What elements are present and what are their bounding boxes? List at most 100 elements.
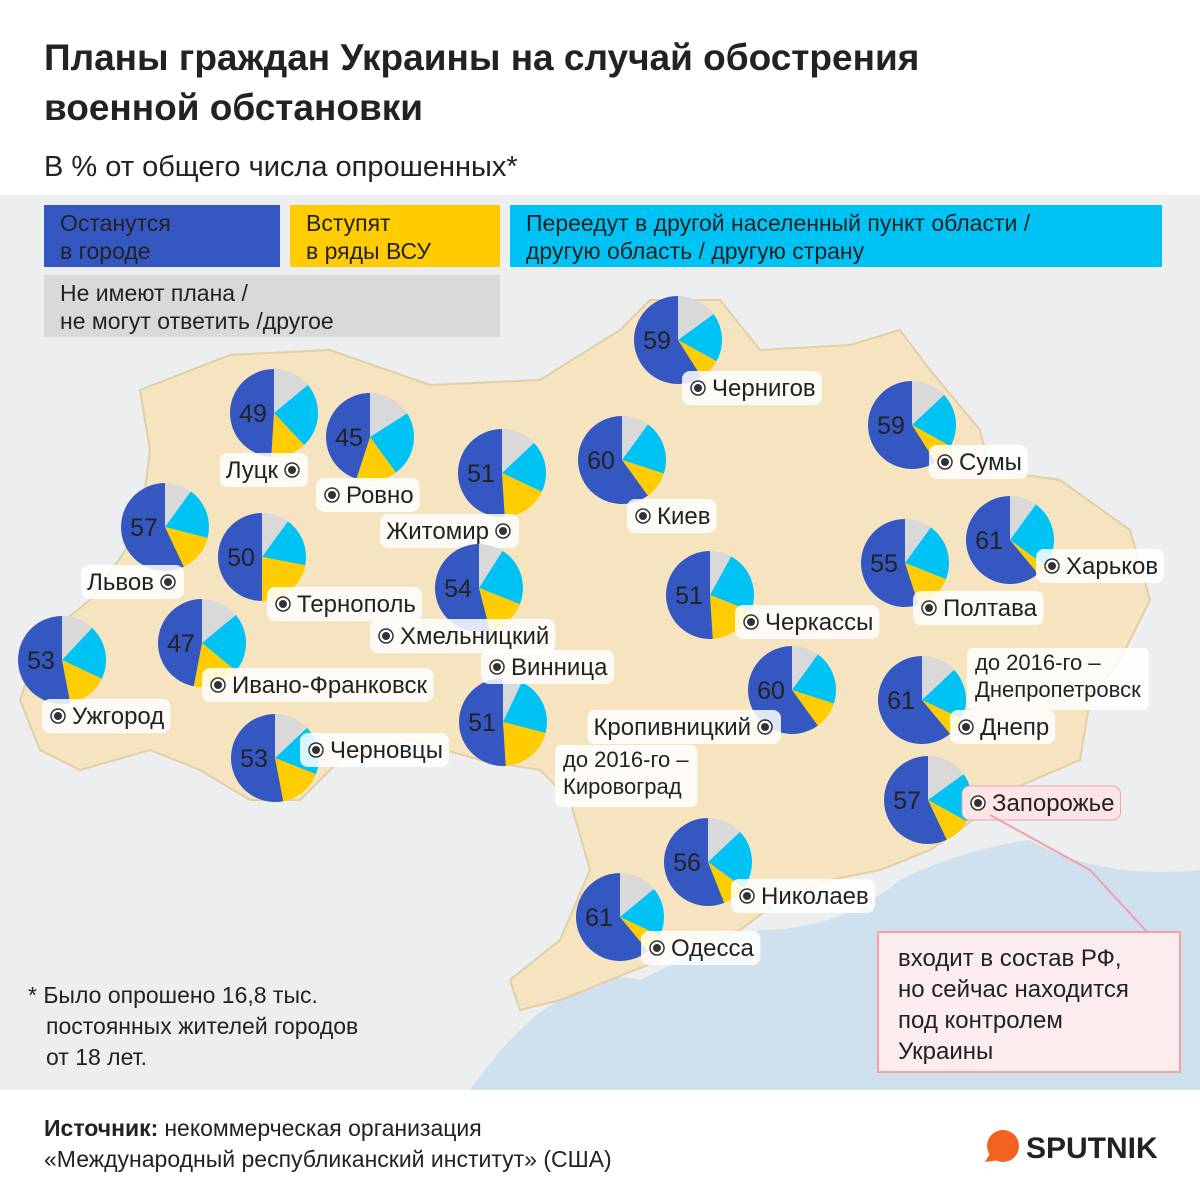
city-label: Хмельницкий — [370, 619, 556, 653]
city-label: Чернигов — [682, 371, 822, 405]
city-label: Полтава — [913, 591, 1044, 625]
city-name: Днепр — [980, 714, 1049, 741]
pie-slice — [262, 521, 306, 566]
city-dot — [214, 681, 222, 689]
pie-slice — [165, 527, 208, 567]
city-label-bg — [300, 733, 450, 767]
pie-slice — [867, 381, 936, 470]
city-dot — [761, 723, 769, 731]
city-label-bg — [913, 591, 1044, 625]
pie-slice — [678, 314, 722, 362]
pie-slice — [928, 756, 964, 800]
city-name: Киев — [657, 503, 710, 530]
pie-slice — [502, 429, 535, 473]
city-pie: 59 — [633, 296, 722, 385]
city-note: до 2016-го – — [563, 747, 689, 772]
footnote: от 18 лет. — [46, 1044, 147, 1070]
city-dot — [925, 604, 933, 612]
city-label-bg — [682, 371, 822, 405]
city-label: Черновцы — [300, 733, 450, 767]
pie-slice — [708, 831, 752, 888]
city-label: Черкассы — [735, 605, 880, 639]
pie-slice — [578, 416, 648, 505]
pie-slice — [274, 384, 319, 446]
source-label: Источник: — [44, 1115, 158, 1141]
city-pie: 56 — [663, 818, 752, 907]
city-label-bg — [950, 710, 1056, 744]
pie-slice — [792, 654, 836, 704]
pie-slice — [620, 873, 654, 917]
pie-slice — [325, 393, 370, 479]
city-label: Сумы — [929, 445, 1028, 479]
pie-slice — [905, 527, 949, 580]
city-pie: 51 — [458, 429, 546, 517]
pie-slice — [121, 483, 184, 571]
pie-slice — [576, 873, 649, 962]
callout-line — [989, 814, 1151, 936]
city-name: Винница — [511, 654, 608, 681]
footnote: постоянных жителей городов — [46, 1013, 358, 1039]
pie-slice — [663, 818, 725, 907]
city-name: Львов — [87, 569, 154, 596]
city-dot — [279, 600, 287, 608]
city-label-bg — [627, 499, 717, 533]
pie-slice — [230, 714, 284, 802]
pie-slice — [458, 429, 505, 517]
city-label: Днепр — [950, 710, 1056, 744]
pie-value: 60 — [587, 447, 615, 475]
pie-slice — [710, 595, 751, 639]
city-label: Тернополь — [267, 587, 422, 621]
pie-slice — [928, 800, 967, 840]
callout-text: входит в состав РФ, — [898, 945, 1122, 972]
city-label: Запорожье — [961, 785, 1122, 821]
city-label: Ужгород — [42, 699, 171, 733]
pie-slice — [62, 660, 102, 704]
city-label-bg — [42, 699, 171, 733]
city-label: Винница — [481, 650, 615, 684]
city-label-bg — [1036, 549, 1165, 583]
legend-swatch — [290, 205, 500, 267]
city-name: Одесса — [671, 935, 754, 962]
callout-text: но сейчас находится — [898, 976, 1129, 1003]
pie-slice — [878, 656, 951, 744]
city-label: Киев — [627, 499, 717, 533]
note-bg — [967, 648, 1150, 710]
city-dot — [54, 712, 62, 720]
pie-value: 54 — [444, 575, 472, 603]
city-dot — [164, 578, 172, 586]
pie-slice — [479, 550, 523, 605]
city-name: Луцк — [226, 457, 279, 484]
pie-slice — [884, 756, 947, 844]
pie-value: 49 — [239, 400, 267, 428]
legend-label: в ряды ВСУ — [306, 238, 431, 264]
city-label-bg — [81, 565, 184, 599]
city-name: Черновцы — [330, 737, 443, 764]
city-dot — [639, 512, 647, 520]
pie-value: 50 — [227, 544, 255, 572]
pie-slice — [928, 774, 972, 822]
city-pie: 57 — [121, 483, 209, 571]
city-label-bg — [380, 514, 519, 548]
city-label: Ровно — [316, 478, 420, 512]
city-dot — [288, 466, 296, 474]
callout-box — [877, 931, 1181, 1073]
subtitle: В % от общего числа опрошенных* — [44, 151, 518, 183]
source-text: некоммерческая организация — [164, 1115, 481, 1141]
pie-value: 59 — [643, 327, 671, 355]
legend-swatch — [510, 205, 1162, 267]
pie-value: 51 — [675, 582, 703, 610]
pie-slice — [502, 473, 542, 517]
pie-slice — [62, 627, 107, 679]
pie-value: 60 — [757, 677, 785, 705]
city-name: Николаев — [761, 883, 869, 910]
pie-slice — [274, 369, 308, 413]
pie-value: 47 — [167, 630, 195, 658]
city-label-bg — [961, 785, 1122, 821]
legend-label: в городе — [60, 238, 151, 264]
pie-slice — [18, 616, 71, 704]
pie-slice — [165, 491, 209, 538]
city-pie: 59 — [867, 381, 957, 470]
city-dot — [743, 892, 751, 900]
pie-slice — [370, 393, 408, 437]
